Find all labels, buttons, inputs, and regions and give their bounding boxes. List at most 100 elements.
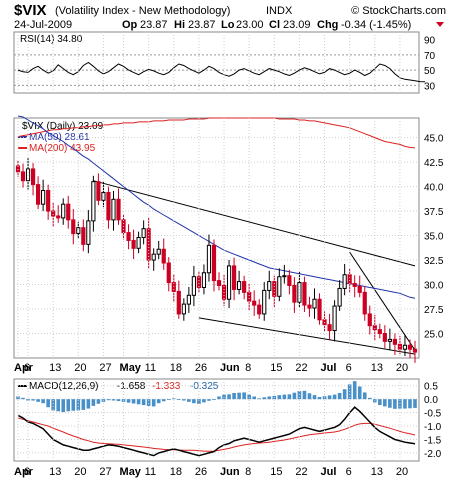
macd-histogram-bar xyxy=(257,398,262,400)
macd-legend-signal: -1.333 xyxy=(152,381,181,392)
candle-body xyxy=(277,276,282,297)
candle-body xyxy=(402,344,408,350)
macd-histogram-bar xyxy=(217,396,221,400)
x-tick-label: 6 xyxy=(24,362,30,374)
x-tick-label: 27 xyxy=(99,466,111,478)
ma200-line xyxy=(17,117,416,149)
macd-panel: MACD(12,26,9) -1.658 -1.333 -0.325 xyxy=(13,378,420,462)
candle-body xyxy=(216,280,222,287)
macd-histogram-bar xyxy=(267,396,272,400)
macd-histogram-bar xyxy=(146,399,151,406)
x-tick-label: 18 xyxy=(170,466,182,478)
macd-tick-label: -2.0 xyxy=(424,449,442,460)
candle-body xyxy=(76,227,81,235)
candle-body xyxy=(327,324,332,332)
candle-body xyxy=(362,291,367,315)
macd-histogram-bar xyxy=(96,399,101,404)
x-tick-label: 13 xyxy=(371,466,383,478)
rsi-panel: RSI(14) 34.80 xyxy=(13,31,426,94)
signal-line xyxy=(17,417,416,452)
candle-body xyxy=(267,281,272,291)
macd-histogram-bar xyxy=(166,399,171,400)
x-tick-label: 11 xyxy=(145,466,156,478)
candle-body xyxy=(181,303,186,315)
x-tick-label: 6 xyxy=(24,466,30,478)
rsi-tick-label: 50 xyxy=(424,66,436,77)
candle-body xyxy=(332,305,337,332)
quote-change-value: -0.34 (-1.45%) xyxy=(341,19,411,31)
macd-histogram-bar xyxy=(136,399,141,405)
macd-histogram-bar xyxy=(327,395,332,400)
macd-frame xyxy=(13,378,420,462)
macd-line xyxy=(17,406,416,457)
price-tick-label: 32.5 xyxy=(424,256,444,267)
macd-histogram-bar xyxy=(161,399,166,402)
candle-body xyxy=(151,253,156,261)
candle-body xyxy=(96,181,101,201)
price-tick-label: 35.0 xyxy=(424,232,444,243)
macd-tick-label: -1.0 xyxy=(424,422,442,433)
x-tick-label: May xyxy=(120,466,142,478)
macd-histogram-bar xyxy=(227,394,231,400)
x-tick-label: 13 xyxy=(371,362,383,374)
candle-body xyxy=(30,168,36,186)
macd-histogram-bar xyxy=(31,399,35,401)
macd-histogram-bar xyxy=(352,381,357,400)
x-tick-label: 26 xyxy=(195,466,207,478)
x-tick-label: 20 xyxy=(396,362,408,374)
candle-body xyxy=(81,227,86,245)
candle-body xyxy=(191,276,196,296)
candle-body xyxy=(231,265,237,290)
candle-body xyxy=(247,291,252,302)
macd-legend-hist: -0.325 xyxy=(190,381,219,392)
candle-body xyxy=(116,198,121,221)
quote-close-label: Cl xyxy=(269,19,280,31)
candle-body xyxy=(71,219,76,235)
x-tick-label: 20 xyxy=(396,466,408,478)
rsi-line xyxy=(17,61,426,83)
macd-histogram-bar xyxy=(187,399,191,402)
candle-body xyxy=(196,276,202,288)
quote-low-label: Lo xyxy=(221,19,235,31)
macd-histogram-bar xyxy=(111,399,116,401)
exchange: INDX xyxy=(266,5,293,17)
x-tick-label: Apr xyxy=(14,466,34,478)
macd-histogram-bar xyxy=(317,397,322,400)
x-tick-label: 18 xyxy=(170,362,182,374)
candle-body xyxy=(226,265,232,300)
macd-histogram-bar xyxy=(56,399,61,412)
macd-histogram-bar xyxy=(312,395,317,400)
macd-histogram-bar xyxy=(91,399,96,406)
candle-body xyxy=(352,283,357,287)
candle-body xyxy=(156,248,161,255)
candle-body xyxy=(382,333,387,342)
macd-histogram-bar xyxy=(116,399,121,402)
macd-histogram-bar xyxy=(367,397,372,400)
candle-body xyxy=(161,248,166,264)
candle-body xyxy=(272,281,277,297)
down-arrow-icon xyxy=(436,22,444,27)
macd-histogram-bar xyxy=(342,389,347,400)
candle-body xyxy=(131,239,136,249)
price-tick-label: 27.5 xyxy=(424,305,444,316)
x-tick-label: 11 xyxy=(145,362,156,374)
macd-legend: MACD(12,26,9) -1.658 -1.333 -0.325 xyxy=(18,381,219,392)
candle-body xyxy=(41,189,46,205)
candle-body xyxy=(61,203,66,219)
quote-low-value: 23.00 xyxy=(236,19,264,31)
macd-histogram-bar xyxy=(307,393,312,400)
candle-body xyxy=(262,289,267,315)
rsi-tick-label: 30 xyxy=(424,81,436,92)
x-tick-label: 13 xyxy=(49,466,61,478)
price-tick-label: 40.0 xyxy=(424,183,444,194)
quote-open-value: 23.87 xyxy=(140,19,168,31)
candle-body xyxy=(66,203,71,221)
x-tick-label: Apr xyxy=(14,362,34,374)
macd-histogram-bar xyxy=(207,399,211,401)
candle-body xyxy=(357,285,362,293)
macd-tick-label: -1.5 xyxy=(424,435,442,446)
quote-change-label: Chg xyxy=(317,19,338,31)
quote-high-value: 23.87 xyxy=(188,19,216,31)
macd-histogram-bar xyxy=(237,392,241,400)
